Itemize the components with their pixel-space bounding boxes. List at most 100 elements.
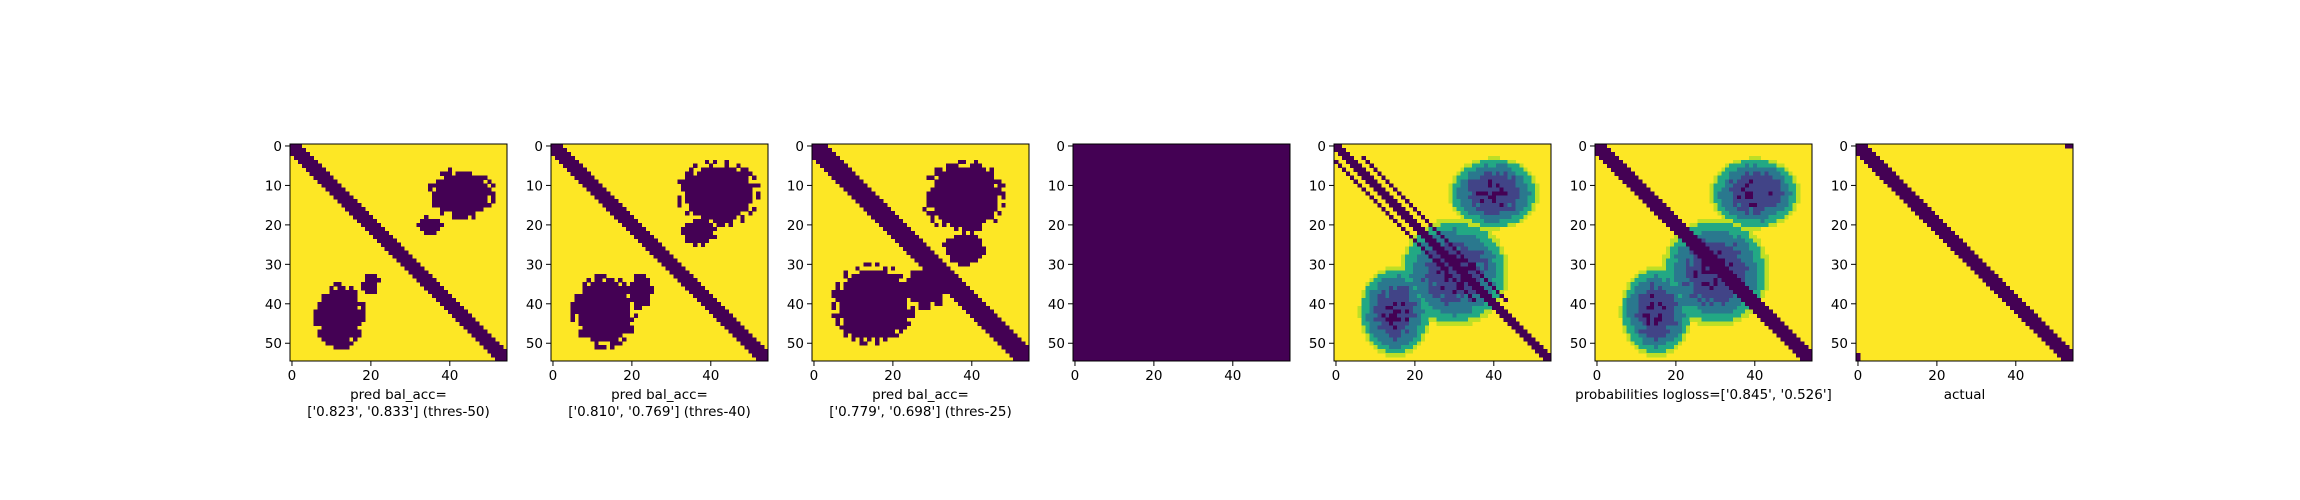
heatmap-cell bbox=[420, 278, 425, 283]
heatmap-cell bbox=[1638, 278, 1643, 283]
heatmap-cell bbox=[463, 179, 468, 184]
heatmap-cells bbox=[290, 144, 508, 362]
heatmap-cell bbox=[716, 207, 721, 212]
heatmap-cell bbox=[435, 226, 441, 232]
heatmap-cell bbox=[708, 211, 714, 216]
heatmap-cell bbox=[1511, 179, 1516, 184]
heatmap-cell bbox=[1397, 313, 1402, 318]
heatmap-cell bbox=[333, 321, 338, 326]
heatmap-cell bbox=[1729, 293, 1734, 299]
heatmap-cell bbox=[1483, 171, 1489, 176]
heatmap-cell bbox=[479, 203, 484, 208]
heatmap-cell bbox=[1369, 317, 1374, 322]
heatmap-cell bbox=[1733, 274, 1738, 279]
heatmap-cell bbox=[1721, 242, 1726, 247]
heatmap-cell bbox=[1476, 187, 1481, 192]
heatmap-cell bbox=[582, 175, 587, 180]
heatmap-cell bbox=[1681, 293, 1687, 299]
heatmap-cell bbox=[1503, 191, 1508, 196]
heatmap-cell bbox=[1531, 187, 1536, 192]
heatmap-cell bbox=[736, 183, 741, 188]
heatmap-cell bbox=[404, 254, 409, 259]
heatmap-cell bbox=[1424, 238, 1429, 243]
heatmap-cell bbox=[384, 242, 389, 247]
heatmap-cell bbox=[1646, 187, 1651, 192]
heatmap-cell bbox=[325, 179, 330, 184]
heatmap-cell bbox=[1365, 329, 1370, 334]
heatmap-cell bbox=[416, 274, 421, 279]
heatmap-cell bbox=[867, 313, 872, 318]
y-tick-label: 30 bbox=[1048, 257, 1065, 273]
heatmap-cell bbox=[1646, 286, 1651, 291]
heatmap-cell bbox=[898, 274, 904, 279]
heatmap-cell bbox=[428, 222, 433, 228]
heatmap-cell bbox=[918, 262, 923, 267]
heatmap-cell bbox=[1487, 191, 1493, 196]
heatmap-cell bbox=[590, 329, 595, 334]
heatmap-cell bbox=[1752, 218, 1758, 224]
heatmap-cell bbox=[1658, 274, 1663, 279]
heatmap-cell bbox=[879, 309, 884, 314]
heatmap-cell bbox=[898, 222, 904, 228]
heatmap-cell bbox=[1689, 266, 1694, 271]
heatmap-cell bbox=[1479, 226, 1485, 232]
heatmap-cell bbox=[677, 195, 682, 200]
heatmap-cell bbox=[1365, 321, 1370, 326]
heatmap-cell bbox=[673, 270, 678, 275]
heatmap-cell bbox=[1495, 167, 1501, 172]
heatmap-cell bbox=[1658, 297, 1663, 303]
heatmap-cell bbox=[459, 313, 464, 318]
heatmap-cell bbox=[894, 286, 900, 291]
heatmap-cell bbox=[1499, 254, 1504, 259]
heatmap-cell bbox=[1369, 305, 1374, 311]
heatmap-cell bbox=[704, 234, 710, 239]
heatmap-cell bbox=[700, 195, 706, 200]
heatmap-cell bbox=[1748, 305, 1754, 311]
heatmap-cell bbox=[1452, 301, 1457, 307]
heatmap-cell bbox=[1507, 222, 1512, 228]
heatmap-cell bbox=[1385, 337, 1390, 342]
heatmap-cell bbox=[404, 250, 409, 255]
heatmap-cell bbox=[1693, 250, 1698, 255]
heatmap-cell bbox=[1005, 345, 1010, 350]
heatmap-cell bbox=[594, 274, 599, 279]
heatmap-cell bbox=[1432, 301, 1437, 307]
heatmap-cell bbox=[1369, 289, 1374, 295]
heatmap-cell bbox=[353, 199, 358, 204]
heatmap-cell bbox=[1729, 238, 1734, 243]
heatmap-cell bbox=[491, 353, 496, 358]
heatmap-cell bbox=[1511, 175, 1516, 180]
heatmap-cell bbox=[973, 301, 979, 307]
heatmap-cell bbox=[582, 293, 587, 299]
heatmap-cell bbox=[1685, 238, 1690, 243]
heatmap-cell bbox=[704, 195, 710, 200]
heatmap-cell bbox=[1444, 274, 1449, 279]
heatmap-cell bbox=[317, 305, 322, 311]
heatmap-cell bbox=[1448, 301, 1453, 307]
heatmap-cell bbox=[740, 179, 745, 184]
heatmap-cell bbox=[902, 305, 907, 311]
heatmap-cell bbox=[875, 317, 880, 322]
heatmap-cell bbox=[1373, 199, 1378, 204]
heatmap-cell bbox=[1432, 309, 1437, 314]
heatmap-cell bbox=[954, 297, 959, 303]
heatmap-cell bbox=[1476, 305, 1481, 311]
heatmap-cell bbox=[629, 282, 635, 287]
heatmap-cell bbox=[562, 155, 568, 161]
heatmap-cell bbox=[1737, 270, 1742, 275]
heatmap-cell bbox=[1385, 282, 1390, 287]
heatmap-cell bbox=[1713, 242, 1718, 247]
heatmap-cell bbox=[1760, 218, 1765, 224]
heatmap-cell bbox=[1673, 250, 1679, 255]
heatmap-cell bbox=[633, 293, 639, 299]
heatmap-cell bbox=[1626, 179, 1631, 184]
heatmap-cell bbox=[724, 175, 729, 180]
heatmap-cell bbox=[1662, 301, 1667, 307]
heatmap-cell bbox=[1709, 246, 1714, 251]
heatmap-cell bbox=[1369, 325, 1374, 330]
heatmap-cell bbox=[372, 222, 378, 228]
heatmap-cell bbox=[732, 195, 737, 200]
heatmap-cell bbox=[1740, 246, 1746, 251]
heatmap-cell bbox=[673, 266, 678, 271]
heatmap-cell bbox=[1483, 250, 1489, 255]
